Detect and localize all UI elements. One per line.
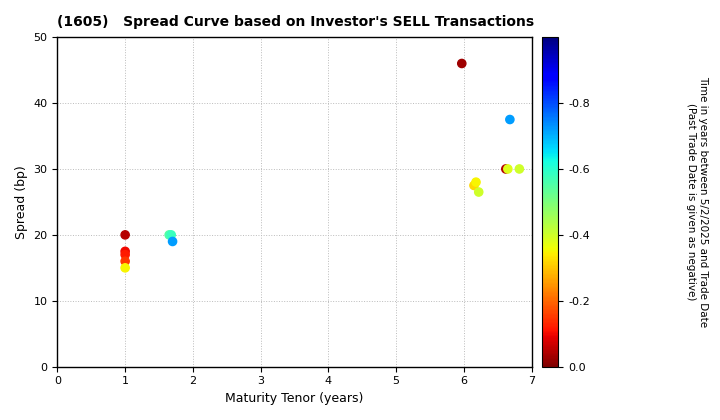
Point: [470, 179, 482, 186]
X-axis label: Maturity Tenor (years): Maturity Tenor (years): [225, 392, 364, 405]
Point: [456, 60, 467, 67]
Point: [468, 182, 480, 189]
Point: [167, 238, 179, 245]
Point: [120, 265, 131, 271]
Point: [473, 189, 485, 195]
Text: (1605)   Spread Curve based on Investor's SELL Transactions: (1605) Spread Curve based on Investor's …: [58, 15, 534, 29]
Point: [502, 165, 513, 172]
Point: [504, 116, 516, 123]
Point: [166, 231, 177, 238]
Point: [513, 165, 525, 172]
Point: [163, 231, 175, 238]
Point: [120, 258, 131, 265]
Y-axis label: Time in years between 5/2/2025 and Trade Date
(Past Trade Date is given as negat: Time in years between 5/2/2025 and Trade…: [686, 76, 708, 328]
Point: [500, 165, 512, 172]
Point: [120, 251, 131, 258]
Y-axis label: Spread (bp): Spread (bp): [15, 165, 28, 239]
Point: [120, 231, 131, 238]
Point: [120, 248, 131, 255]
